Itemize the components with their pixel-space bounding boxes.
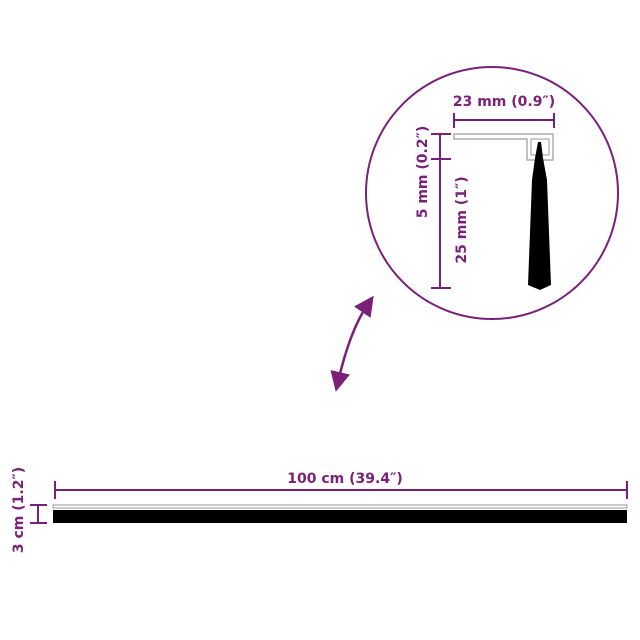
length-label: 100 cm (39.4″) [287, 471, 402, 487]
width-label: 23 mm (0.9″) [453, 94, 555, 110]
detail-callout: 23 mm (0.9″) 5 mm (0.2″) 25 mm (1″) [365, 66, 619, 320]
brush-height-label: 25 mm (1″) [454, 176, 470, 263]
brush-strip [53, 510, 627, 523]
aluminium-profile [453, 133, 554, 161]
height-label: 3 cm (1.2″) [11, 467, 27, 553]
profile-strip [52, 504, 628, 509]
curved-double-arrow-icon [330, 295, 374, 392]
width-dimension-line [453, 113, 555, 128]
detail-brush [528, 142, 551, 290]
base-height-label: 5 mm (0.2″) [415, 126, 431, 219]
height-dimension-small [30, 504, 47, 524]
length-dimension-line [54, 481, 628, 499]
height-dimension-line [431, 133, 451, 289]
detail-circle [365, 66, 619, 320]
